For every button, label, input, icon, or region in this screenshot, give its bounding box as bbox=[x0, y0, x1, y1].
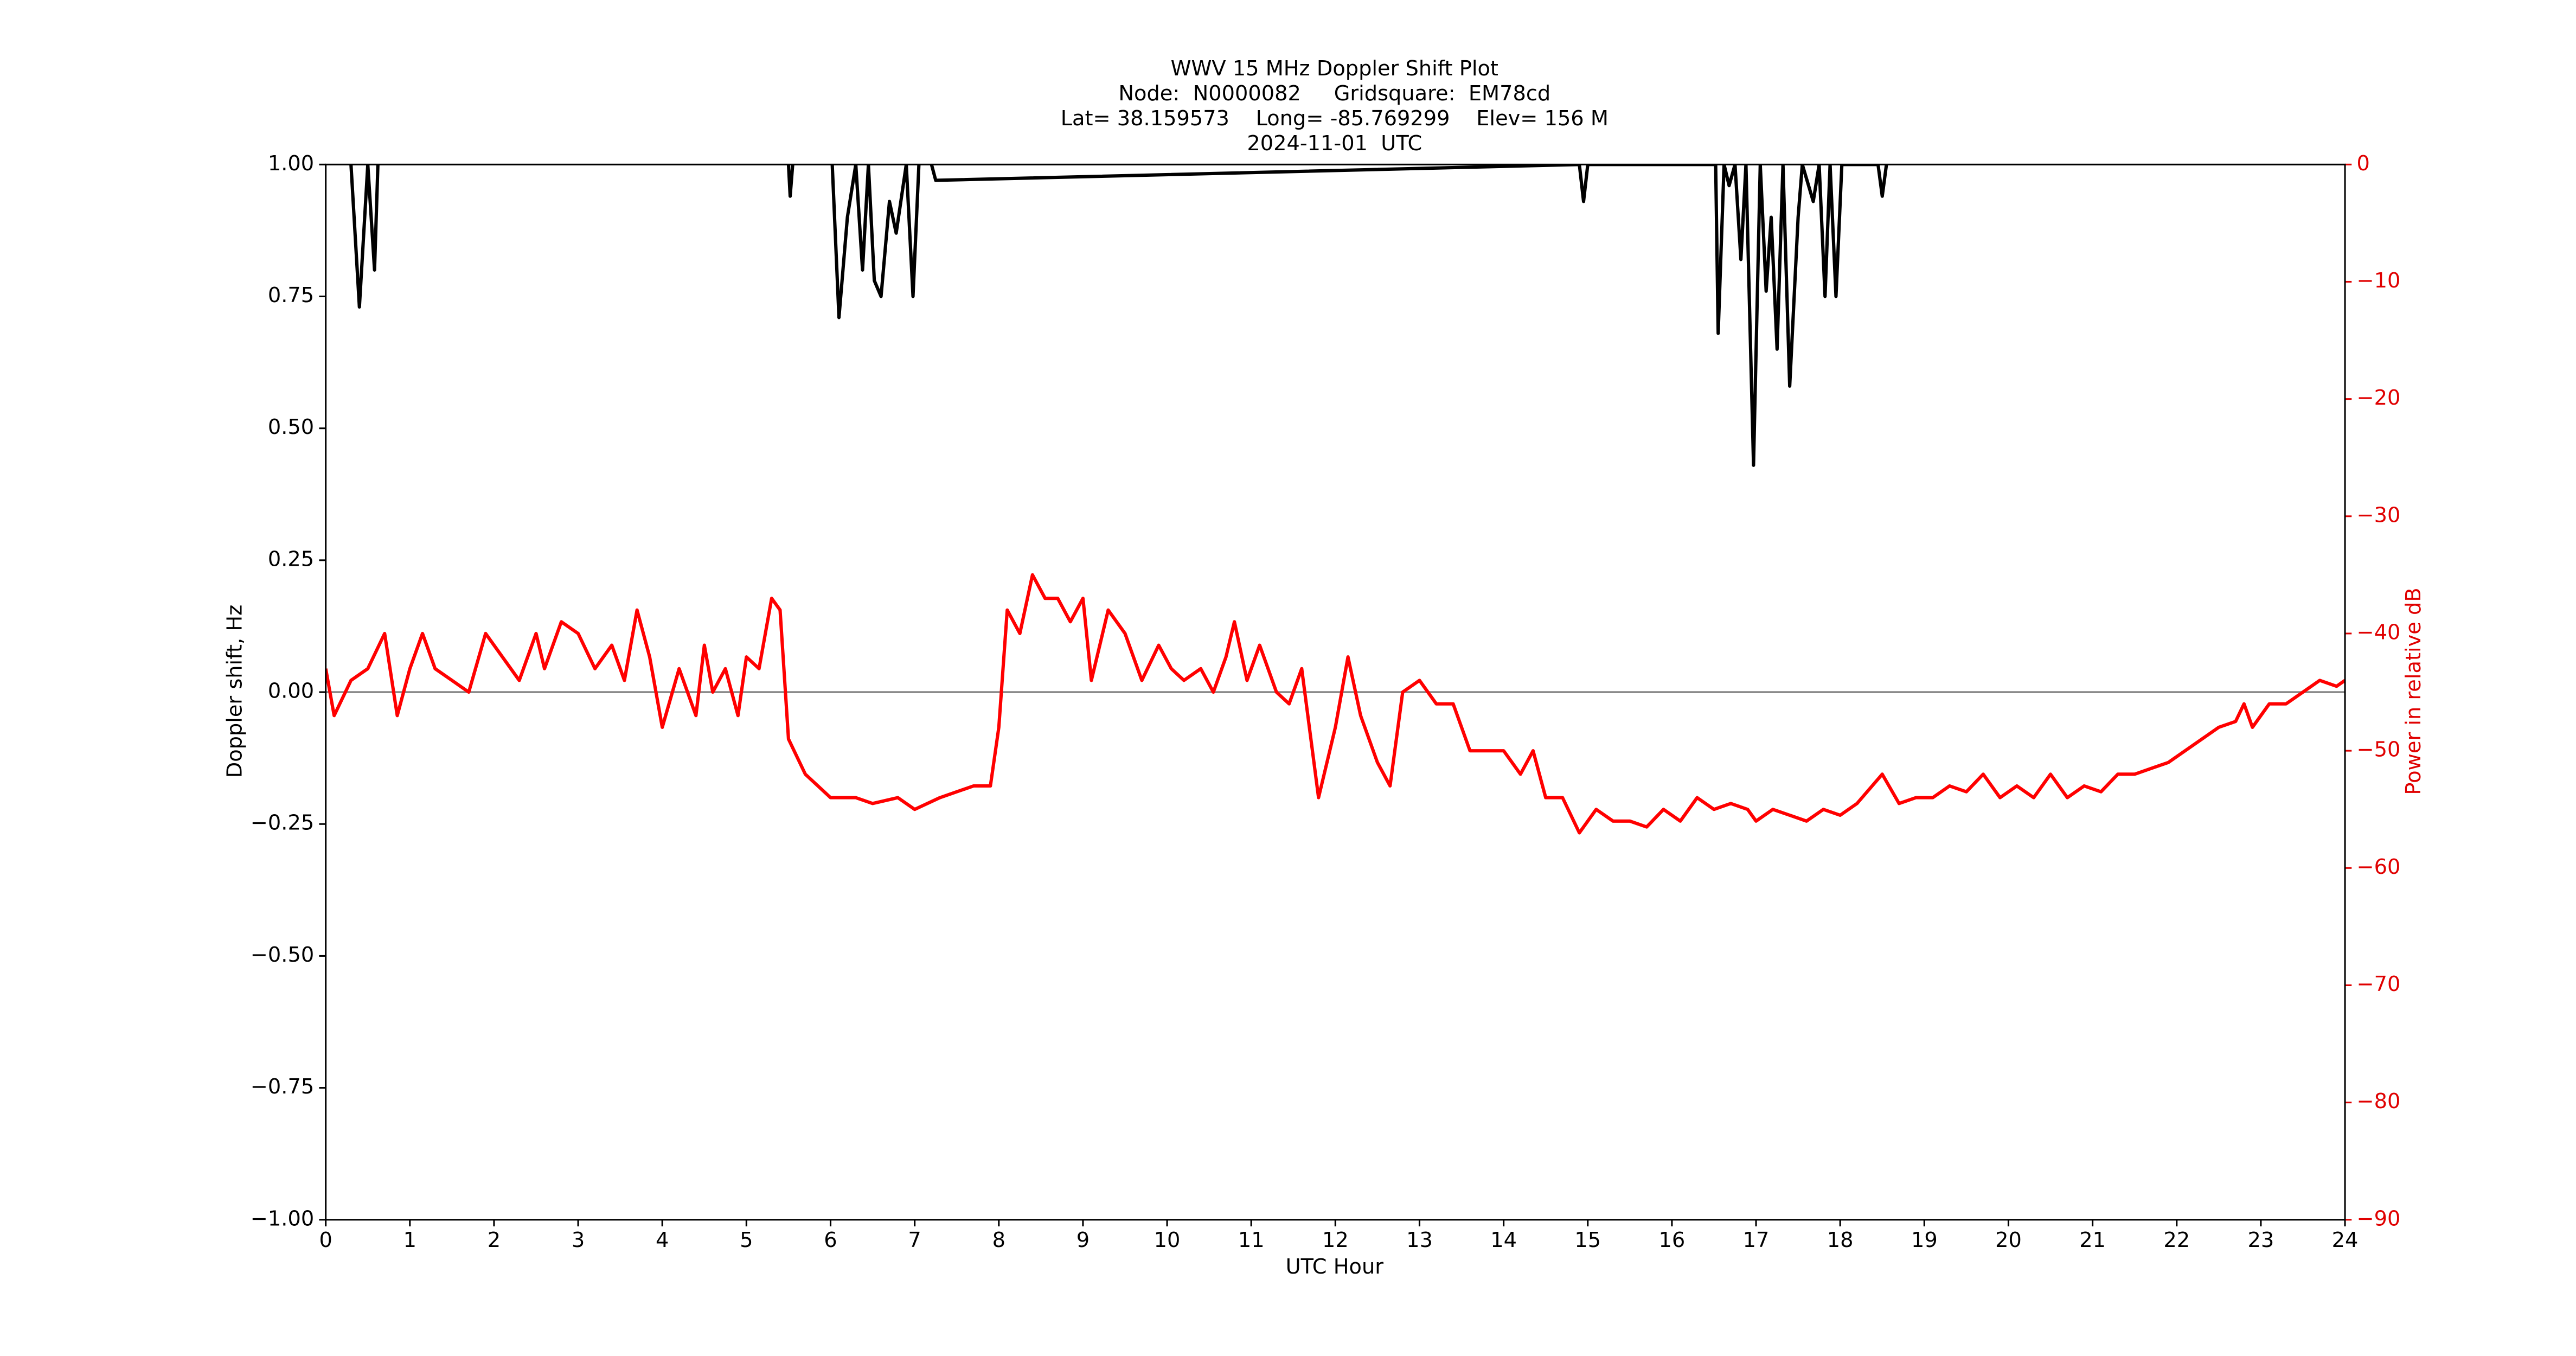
x-tick-label: 16 bbox=[1659, 1228, 1686, 1252]
y-tick-label: 0.25 bbox=[268, 547, 314, 571]
x-tick-label: 22 bbox=[2163, 1228, 2190, 1252]
x-tick-label: 5 bbox=[740, 1228, 753, 1252]
y-tick-label: 1.00 bbox=[268, 151, 314, 176]
chart-title: WWV 15 MHz Doppler Shift Plot bbox=[1171, 56, 1498, 81]
chart-subtitle: 2024-11-01 UTC bbox=[1247, 131, 1422, 156]
y2-tick-label: −40 bbox=[2356, 620, 2400, 644]
series-line bbox=[349, 164, 1888, 467]
x-tick-label: 4 bbox=[656, 1228, 669, 1252]
x-tick-label: 7 bbox=[908, 1228, 921, 1252]
y-tick-label: 0.50 bbox=[268, 415, 314, 439]
x-tick-label: 23 bbox=[2248, 1228, 2274, 1252]
y-axis-label: Doppler shift, Hz bbox=[223, 605, 247, 778]
x-tick-label: 6 bbox=[824, 1228, 837, 1252]
y-tick-label: 0.00 bbox=[268, 679, 314, 703]
x-tick-label: 3 bbox=[572, 1228, 585, 1252]
chart-subtitle: Node: N0000082 Gridsquare: EM78cd bbox=[1118, 81, 1550, 106]
x-tick-label: 20 bbox=[1995, 1228, 2022, 1252]
x-tick-label: 13 bbox=[1406, 1228, 1433, 1252]
plot-frame bbox=[325, 163, 2346, 1221]
x-axis-label: UTC Hour bbox=[1286, 1255, 1384, 1279]
y2-tick-label: −30 bbox=[2356, 503, 2400, 527]
x-tick-label: 15 bbox=[1574, 1228, 1601, 1252]
x-tick-label: 0 bbox=[319, 1228, 332, 1252]
y2-tick-label: −90 bbox=[2356, 1206, 2400, 1231]
x-tick-label: 21 bbox=[2079, 1228, 2106, 1252]
chart-subtitle: Lat= 38.159573 Long= -85.769299 Elev= 15… bbox=[1061, 106, 1609, 131]
x-tick-label: 9 bbox=[1076, 1228, 1090, 1252]
x-tick-label: 24 bbox=[2332, 1228, 2359, 1252]
series-line bbox=[325, 573, 2346, 835]
y2-tick-label: −10 bbox=[2356, 268, 2400, 293]
y-tick-label: −0.75 bbox=[251, 1074, 314, 1099]
y-tick-label: −0.25 bbox=[251, 811, 314, 835]
x-tick-label: 19 bbox=[1911, 1228, 1938, 1252]
x-tick-label: 12 bbox=[1322, 1228, 1349, 1252]
x-tick-label: 11 bbox=[1238, 1228, 1265, 1252]
x-tick-label: 14 bbox=[1490, 1228, 1517, 1252]
y2-tick-label: 0 bbox=[2356, 151, 2369, 176]
x-tick-label: 2 bbox=[488, 1228, 501, 1252]
x-tick-label: 17 bbox=[1743, 1228, 1770, 1252]
y2-tick-label: −70 bbox=[2356, 972, 2400, 996]
x-tick-label: 8 bbox=[992, 1228, 1005, 1252]
y2-tick-label: −50 bbox=[2356, 738, 2400, 762]
y-tick-label: −1.00 bbox=[251, 1206, 314, 1231]
y2-axis-label: Power in relative dB bbox=[2401, 587, 2426, 795]
y-tick-label: 0.75 bbox=[268, 283, 314, 308]
y2-tick-label: −20 bbox=[2356, 386, 2400, 410]
y-tick-label: −0.50 bbox=[251, 943, 314, 967]
y2-tick-label: −80 bbox=[2356, 1089, 2400, 1114]
x-tick-label: 10 bbox=[1154, 1228, 1181, 1252]
x-tick-label: 18 bbox=[1827, 1228, 1854, 1252]
x-tick-label: 1 bbox=[403, 1228, 416, 1252]
y2-tick-label: −60 bbox=[2356, 855, 2400, 879]
